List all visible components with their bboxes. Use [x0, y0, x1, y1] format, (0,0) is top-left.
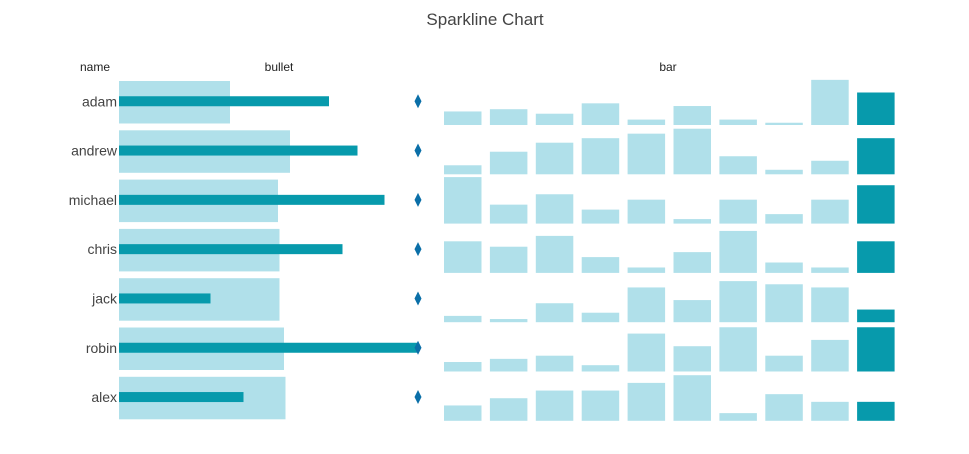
spark-bar-adam-6	[673, 106, 711, 125]
spark-bar-michael-2	[489, 204, 528, 224]
spark-bar-robin-7	[719, 327, 757, 372]
spark-bar-andrew-7	[719, 156, 757, 175]
spark-bar-michael-1	[444, 177, 482, 224]
spark-bar-michael-4	[581, 209, 620, 224]
spark-bar-robin-1	[444, 362, 482, 372]
spark-bar-robin-5	[627, 333, 666, 372]
bullet-value-michael	[119, 194, 385, 205]
spark-bar-adam-8	[765, 122, 803, 125]
spark-bar-robin-4	[581, 365, 620, 372]
bullet-marker-jack	[414, 291, 422, 306]
spark-bar-chris-9	[811, 267, 849, 273]
spark-bar-adam-3	[535, 113, 574, 125]
row-label-andrew: andrew	[71, 143, 118, 159]
spark-bar-alex-10	[857, 401, 895, 421]
spark-bar-chris-1	[444, 241, 482, 273]
spark-bar-michael-10	[857, 185, 895, 224]
spark-bar-andrew-5	[627, 133, 666, 175]
spark-bar-jack-8	[765, 284, 803, 323]
spark-bar-alex-1	[444, 405, 482, 421]
spark-bar-adam-4	[581, 103, 620, 125]
spark-bar-michael-8	[765, 214, 803, 224]
spark-bar-chris-3	[535, 235, 574, 273]
spark-bar-andrew-10	[857, 138, 895, 175]
spark-bar-michael-3	[535, 194, 574, 224]
spark-bar-chris-10	[857, 241, 895, 273]
spark-bar-michael-7	[719, 199, 757, 224]
spark-bar-michael-6	[673, 219, 711, 224]
spark-bar-jack-3	[535, 303, 574, 323]
spark-bar-andrew-1	[444, 165, 482, 175]
spark-bar-robin-6	[673, 346, 711, 372]
row-label-adam: adam	[82, 93, 117, 109]
spark-bar-jack-10	[857, 309, 895, 323]
spark-bar-alex-5	[627, 382, 666, 421]
spark-bar-andrew-2	[489, 151, 528, 175]
spark-bar-robin-8	[765, 355, 803, 372]
spark-bar-adam-10	[857, 92, 895, 125]
spark-bar-andrew-4	[581, 138, 620, 175]
spark-bar-andrew-9	[811, 160, 849, 175]
spark-bar-jack-2	[489, 319, 528, 323]
spark-bar-adam-7	[719, 119, 757, 125]
column-header-name: name	[80, 60, 110, 74]
spark-bar-michael-5	[627, 199, 666, 224]
spark-bar-robin-10	[857, 327, 895, 372]
bullet-marker-adam	[414, 94, 422, 109]
spark-bar-chris-7	[719, 230, 757, 273]
row-label-chris: chris	[87, 241, 117, 257]
spark-bar-jack-1	[444, 315, 482, 323]
spark-bar-alex-2	[489, 398, 528, 421]
spark-bar-chris-4	[581, 257, 620, 273]
row-label-alex: alex	[91, 389, 117, 405]
bullet-marker-alex	[414, 390, 422, 405]
bullet-value-adam	[119, 96, 329, 107]
spark-bar-adam-5	[627, 119, 666, 125]
spark-bar-jack-6	[673, 300, 711, 323]
spark-bar-alex-4	[581, 390, 620, 421]
row-label-michael: michael	[69, 192, 117, 208]
row-label-jack: jack	[91, 290, 118, 306]
spark-bar-jack-4	[581, 312, 620, 323]
bullet-value-jack	[119, 293, 211, 304]
bullet-marker-michael	[414, 192, 422, 207]
spark-bar-robin-2	[489, 358, 528, 372]
spark-bar-jack-7	[719, 281, 757, 323]
bullet-marker-chris	[414, 242, 422, 257]
chart-rows: adam andrew michael chris jack robin alex	[69, 79, 895, 421]
bullet-value-alex	[119, 392, 244, 403]
column-header-bar: bar	[659, 60, 676, 74]
spark-bar-adam-9	[811, 79, 849, 125]
spark-bar-chris-2	[489, 246, 528, 273]
bullet-marker-robin	[414, 340, 422, 355]
spark-bar-robin-9	[811, 339, 849, 372]
spark-bar-adam-1	[444, 111, 482, 125]
spark-bar-alex-8	[765, 394, 803, 421]
spark-bar-michael-9	[811, 199, 849, 224]
spark-bar-chris-5	[627, 267, 666, 273]
bullet-marker-andrew	[414, 143, 422, 158]
bullet-value-andrew	[119, 145, 358, 156]
bullet-value-robin	[119, 342, 418, 353]
spark-bar-adam-2	[489, 109, 528, 125]
spark-bar-alex-6	[673, 375, 711, 421]
spark-bar-andrew-8	[765, 169, 803, 175]
column-header-bullet: bullet	[265, 60, 294, 74]
spark-bar-alex-3	[535, 390, 574, 421]
spark-bar-chris-8	[765, 262, 803, 273]
bullet-value-chris	[119, 244, 343, 255]
spark-bar-alex-7	[719, 413, 757, 421]
row-label-robin: robin	[86, 340, 117, 356]
spark-bar-alex-9	[811, 401, 849, 421]
spark-bar-chris-6	[673, 252, 711, 273]
spark-bar-jack-5	[627, 287, 666, 323]
spark-bar-andrew-6	[673, 128, 711, 175]
spark-bar-andrew-3	[535, 142, 574, 175]
spark-bar-robin-3	[535, 355, 574, 372]
spark-bar-jack-9	[811, 287, 849, 323]
chart-title: Sparkline Chart	[426, 10, 543, 29]
